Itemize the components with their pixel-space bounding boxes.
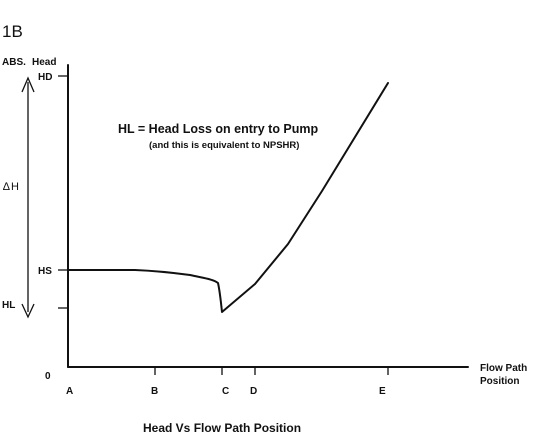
x-axis-title-line1: Flow Path bbox=[480, 363, 527, 374]
hs-label: HS bbox=[38, 266, 52, 277]
y-axis-title-head: Head bbox=[32, 57, 56, 68]
figure-id: 1B bbox=[2, 22, 23, 41]
x-axis-title-line2: Position bbox=[480, 376, 519, 387]
delta-h-arrow bbox=[21, 76, 35, 319]
hl-label: HL bbox=[2, 300, 15, 311]
position-label-b: B bbox=[151, 386, 158, 397]
head-loss-note: HL = Head Loss on entry to Pump bbox=[118, 122, 319, 136]
y-axis-title-abs: ABS. bbox=[2, 57, 26, 68]
delta-symbol: ∆ bbox=[3, 181, 10, 193]
diagram-caption: Head Vs Flow Path Position bbox=[143, 421, 301, 435]
position-label-c: C bbox=[222, 386, 229, 397]
head-curve bbox=[67, 82, 389, 313]
position-label-d: D bbox=[250, 386, 257, 397]
position-label-a: A bbox=[66, 386, 73, 397]
origin-label: 0 bbox=[45, 371, 51, 382]
npshr-note: (and this is equivalent to NPSHR) bbox=[149, 140, 299, 151]
position-label-e: E bbox=[379, 386, 386, 397]
hd-label: HD bbox=[38, 72, 52, 83]
delta-letter: H bbox=[11, 181, 19, 193]
